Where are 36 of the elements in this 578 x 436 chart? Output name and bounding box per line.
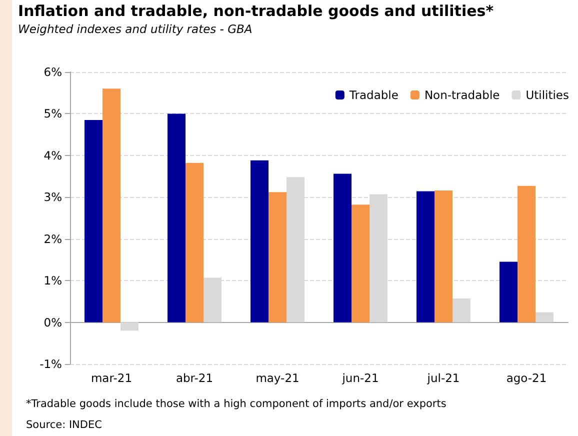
x-tick-label: jun-21 (341, 371, 379, 385)
y-tick-label: 4% (44, 148, 62, 162)
x-tick-label: may-21 (256, 371, 300, 385)
bar (102, 88, 120, 322)
bar (518, 186, 536, 322)
bar (536, 312, 554, 322)
chart-subtitle: Weighted indexes and utility rates - GBA (18, 22, 252, 36)
y-tick-label: 2% (44, 232, 62, 246)
y-tick-label: 0% (44, 315, 62, 330)
bar (334, 174, 352, 322)
source-note: Source: INDEC (26, 419, 102, 431)
legend-label: Tradable (348, 88, 398, 102)
x-tick-label: abr-21 (176, 371, 214, 385)
x-tick-label: ago-21 (506, 371, 547, 385)
legend-label: Utilities (526, 88, 570, 102)
bar (250, 160, 268, 322)
x-tick-label: jul-21 (426, 371, 460, 385)
legend-label: Non-tradable (424, 88, 500, 102)
bar (452, 298, 470, 322)
y-tick-label: 3% (44, 190, 62, 204)
bar (186, 162, 204, 322)
chart-title: Inflation and tradable, non-tradable goods and utilities* (18, 2, 494, 20)
y-tick-label: 6% (44, 65, 62, 79)
bar (500, 262, 518, 322)
y-tick-label: 5% (44, 106, 62, 121)
bar (434, 190, 452, 322)
text: *Tradable goods include those with a high component of imports and/or exports (26, 398, 446, 410)
y-tick-label: -1% (40, 357, 62, 371)
bar (268, 192, 286, 322)
bar (120, 322, 138, 331)
x-tick-label: mar-21 (90, 371, 132, 385)
bar (352, 204, 370, 322)
bar (168, 114, 186, 322)
bar (416, 191, 434, 322)
bar (84, 120, 102, 322)
y-tick-label: 1% (44, 274, 62, 288)
